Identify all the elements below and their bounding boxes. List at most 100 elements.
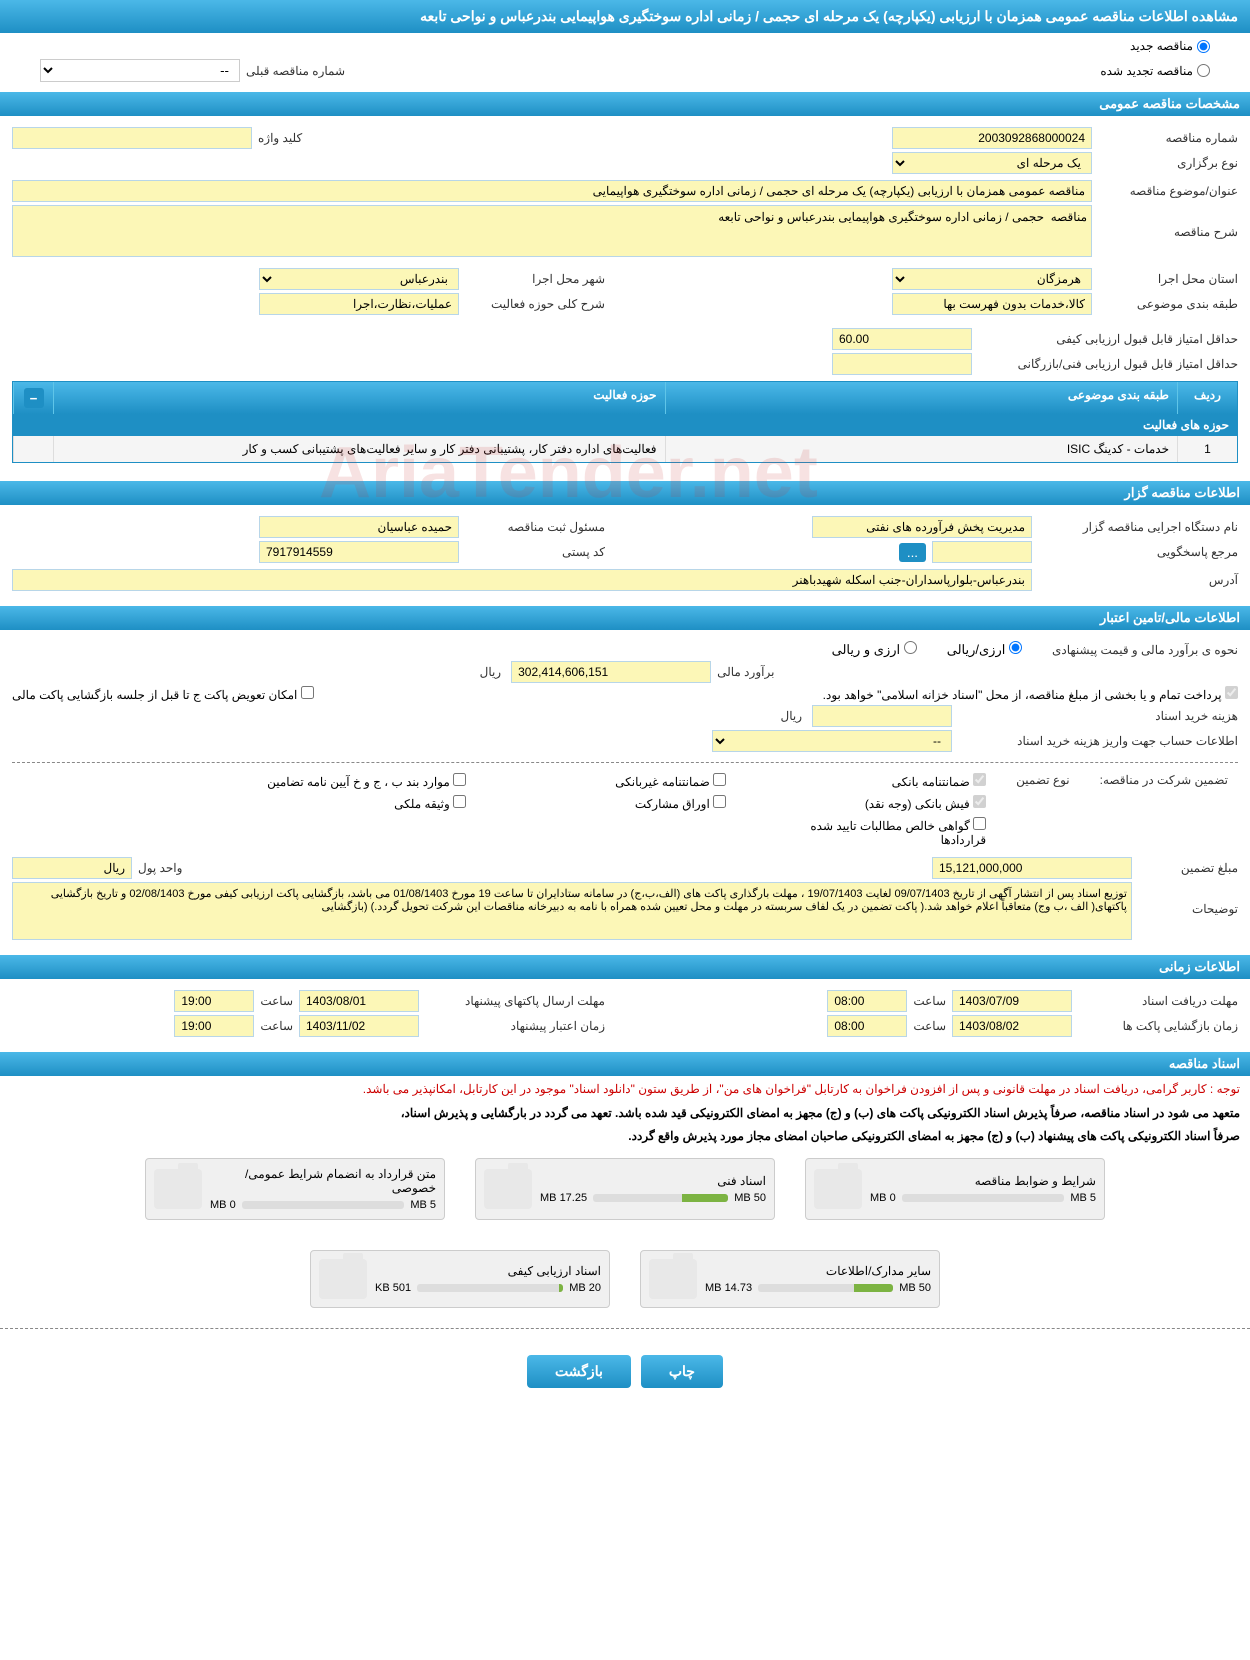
folder-icon [154,1169,202,1209]
doc-used: 0 MB [870,1192,896,1204]
g-desc-field[interactable] [12,882,1132,940]
docs-note-1: متعهد می شود در اسناد مناقصه، صرفاً پذیر… [0,1102,1250,1125]
doc-used: 17.25 MB [540,1192,587,1204]
exec-field: مدیریت پخش فرآورده های نفتی [812,516,1032,538]
desc-field[interactable] [12,205,1092,257]
doc-progress [417,1284,563,1292]
subject-label: عنوان/موضوع مناقصه [1098,184,1238,198]
doc-cost-field [812,705,952,727]
province-label: استان محل اجرا [1098,272,1238,286]
table-row: 1 خدمات - کدینگ ISIC فعالیت‌های اداره دف… [13,436,1237,462]
category-label: طبقه بندی موضوعی [1098,297,1238,311]
doc-card[interactable]: شرایط و ضوابط مناقصه 5 MB 0 MB [805,1158,1105,1220]
radio-new-tender[interactable]: مناقصه جدید [1130,39,1210,53]
doc-used: 14.73 MB [705,1282,752,1294]
type-label: نوع برگزاری [1098,156,1238,170]
collapse-button[interactable]: − [24,388,44,408]
radio-renew-tender[interactable]: مناقصه تجدید شده [1100,64,1210,78]
doc-title: متن قرارداد به انضمام شرایط عمومی/خصوصی [210,1167,436,1195]
doc-title: سایر مدارک/اطلاعات [705,1264,931,1278]
g-amount-label: مبلغ تضمین [1138,861,1238,875]
doc-cap: 50 MB [899,1282,931,1294]
doc-cap: 5 MB [1070,1192,1096,1204]
subject-field: مناقصه عمومی همزمان با ارزیابی (یکپارچه)… [12,180,1092,202]
g-desc-label: توضیحات [1138,882,1238,916]
est-type-label: نحوه ی برآورد مالی و قیمت پیشنهادی [1052,643,1238,657]
doc-progress [593,1194,728,1202]
folder-icon [814,1169,862,1209]
doc-title: شرایط و ضوابط مناقصه [870,1174,1096,1188]
province-select[interactable]: هرمزگان [892,268,1092,290]
min-tech-label: حداقل امتیاز قابل قبول ارزیابی فنی/بازرگ… [978,357,1238,371]
city-select[interactable]: بندرعباس [259,268,459,290]
est-field: 302,414,606,151 [511,661,711,683]
section-fin: اطلاعات مالی/تامین اعتبار [0,606,1250,630]
doc-card[interactable]: متن قرارداد به انضمام شرایط عمومی/خصوصی 5… [145,1158,445,1220]
doc-time: 08:00 [827,990,907,1012]
doc-title: اسناد فنی [540,1174,766,1188]
exec-label: نام دستگاه اجرایی مناقصه گزار [1038,520,1238,534]
participate-label: تضمین شرکت در مناقصه: [1100,773,1228,787]
radio-fx[interactable]: ارزی و ریالی [832,641,917,658]
prev-number-select[interactable]: -- [40,59,240,82]
renew-row: مناقصه تجدید شده شماره مناقصه قبلی -- [0,59,1250,88]
general-form: شماره مناقصه 2003092868000024 نوع برگزار… [0,116,1250,477]
doc-time-label: ساعت [913,994,946,1008]
th-area: حوزه فعالیت [53,382,665,414]
keyword-label: کلید واژه [258,131,302,145]
doc-cost-unit: ریال [776,709,806,723]
cell-area: فعالیت‌های اداره دفتر کار، پشتیبانی دفتر… [53,436,665,462]
print-button[interactable]: چاپ [641,1355,723,1388]
th-action: − [13,382,53,414]
chk-bonds[interactable]: موارد بند ب ، ج و خ آیین نامه تضامین [266,773,466,789]
send-date: 1403/08/01 [299,990,419,1012]
chk-confirmed[interactable]: گواهی خالص مطالبات تایید شده قراردادها [786,817,986,847]
ref-lookup-button[interactable]: ... [899,543,926,562]
doc-cap: 50 MB [734,1192,766,1204]
swap-check[interactable]: امکان تعویض پاکت ج تا قبل از جلسه بازگشا… [12,686,314,702]
validity-label: زمان اعتبار پیشنهاد [425,1019,605,1033]
chk-bank-guarantee[interactable]: ضمانتنامه بانکی [786,773,986,789]
doc-card[interactable]: اسناد ارزیابی کیفی20 MB501 KB [310,1250,610,1308]
activity-table: ردیف طبقه بندی موضوعی حوزه فعالیت − حوزه… [12,381,1238,463]
doc-used: 501 KB [375,1282,411,1294]
validity-time: 19:00 [174,1015,254,1037]
scope-label: شرح کلی حوزه فعالیت [465,297,605,311]
folder-icon [319,1259,367,1299]
doc-card[interactable]: سایر مدارک/اطلاعات 50 MB 14.73 MB [640,1250,940,1308]
docs-grid: شرایط و ضوابط مناقصه 5 MB 0 MB اسناد فنی 50 … [0,1148,1250,1318]
number-label: شماره مناقصه [1098,131,1238,145]
doc-cap: 5 MB [410,1199,436,1211]
separator [12,762,1238,763]
doc-progress [902,1194,1065,1202]
th-cat: طبقه بندی موضوعی [665,382,1177,414]
doc-card[interactable]: اسناد فنی 50 MB 17.25 MB [475,1158,775,1220]
type-select[interactable]: یک مرحله ای [892,152,1092,174]
docs-area: توجه : کاربر گرامی، دریافت اسناد در مهلت… [0,1076,1250,1318]
chk-receipt[interactable]: فیش بانکی (وجه نقد) [786,795,986,811]
chk-nonbank[interactable]: ضمانتنامه غیربانکی [526,773,726,789]
desc-label: شرح مناقصه [1098,205,1238,239]
chk-securities[interactable]: اوراق مشارکت [526,795,726,811]
est-label: برآورد مالی [717,665,774,679]
radio-renew-input[interactable] [1197,64,1210,77]
ref-label: مرجع پاسخگویی [1038,545,1238,559]
folder-icon [484,1169,532,1209]
radio-new-label: مناقصه جدید [1130,39,1193,53]
min-qual-label: حداقل امتیاز قابل قبول ارزیابی کیفی [978,332,1238,346]
keyword-field [12,127,252,149]
send-time-label: ساعت [260,994,293,1008]
doc-deadline-label: مهلت دریافت اسناد [1078,994,1238,1008]
open-label: زمان بازگشایی پاکت ها [1078,1019,1238,1033]
folder-icon [649,1259,697,1299]
category-field: کالا،خدمات بدون فهرست بها [892,293,1092,315]
validity-date: 1403/11/02 [299,1015,419,1037]
radio-rial[interactable]: ارزی/ریالی [947,641,1022,658]
back-button[interactable]: بازگشت [527,1355,631,1388]
radio-new-input[interactable] [1197,40,1210,53]
chk-property[interactable]: وثیقه ملکی [266,795,466,811]
address-label: آدرس [1038,573,1238,587]
city-label: شهر محل اجرا [465,272,605,286]
gtype-label: نوع تضمین [1016,773,1069,787]
account-select[interactable]: -- [712,730,952,752]
